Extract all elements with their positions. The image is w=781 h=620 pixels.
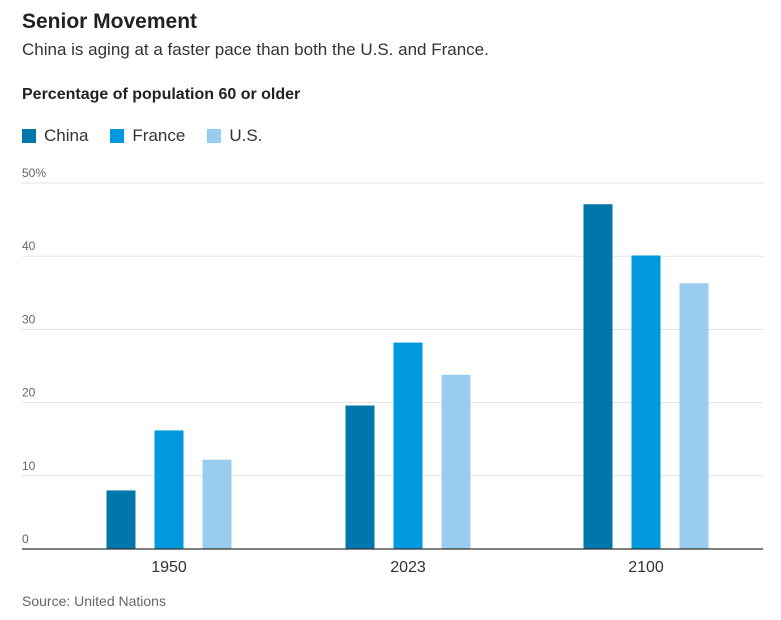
bar xyxy=(583,204,613,549)
legend: China France U.S. xyxy=(22,126,284,146)
legend-item-china: China xyxy=(22,126,88,146)
legend-item-france: France xyxy=(110,126,185,146)
x-tick-label: 1950 xyxy=(151,559,187,576)
bar xyxy=(154,430,184,549)
y-tick-label: 50% xyxy=(22,166,46,180)
y-tick-label: 10 xyxy=(22,459,36,473)
legend-label-china: China xyxy=(44,126,89,145)
legend-item-us: U.S. xyxy=(207,126,262,146)
legend-swatch-china xyxy=(22,129,36,143)
x-tick-label: 2023 xyxy=(390,559,426,576)
chart-heading: Senior Movement xyxy=(22,10,198,33)
bar xyxy=(631,255,661,549)
bar-chart: 0 10 20 30 40 50% 1950 2023 2100 xyxy=(22,166,763,576)
chart-title: Percentage of population 60 or older xyxy=(22,86,301,103)
legend-swatch-us xyxy=(207,129,222,143)
bar xyxy=(393,342,423,549)
bar xyxy=(345,405,375,549)
x-tick-label: 2100 xyxy=(628,559,664,576)
bar xyxy=(441,374,471,549)
legend-swatch-france xyxy=(110,129,125,143)
bar xyxy=(106,490,136,549)
y-tick-label: 40 xyxy=(22,239,36,253)
y-tick-label: 20 xyxy=(22,386,36,400)
y-tick-label: 0 xyxy=(22,532,29,546)
bar xyxy=(202,459,232,549)
y-tick-label: 30 xyxy=(22,312,36,326)
bar xyxy=(679,283,709,549)
source-note: Source: United Nations xyxy=(22,593,166,609)
legend-label-france: France xyxy=(132,126,186,145)
chart-subtitle: China is aging at a faster pace than bot… xyxy=(22,40,489,59)
legend-label-us: U.S. xyxy=(229,126,263,145)
